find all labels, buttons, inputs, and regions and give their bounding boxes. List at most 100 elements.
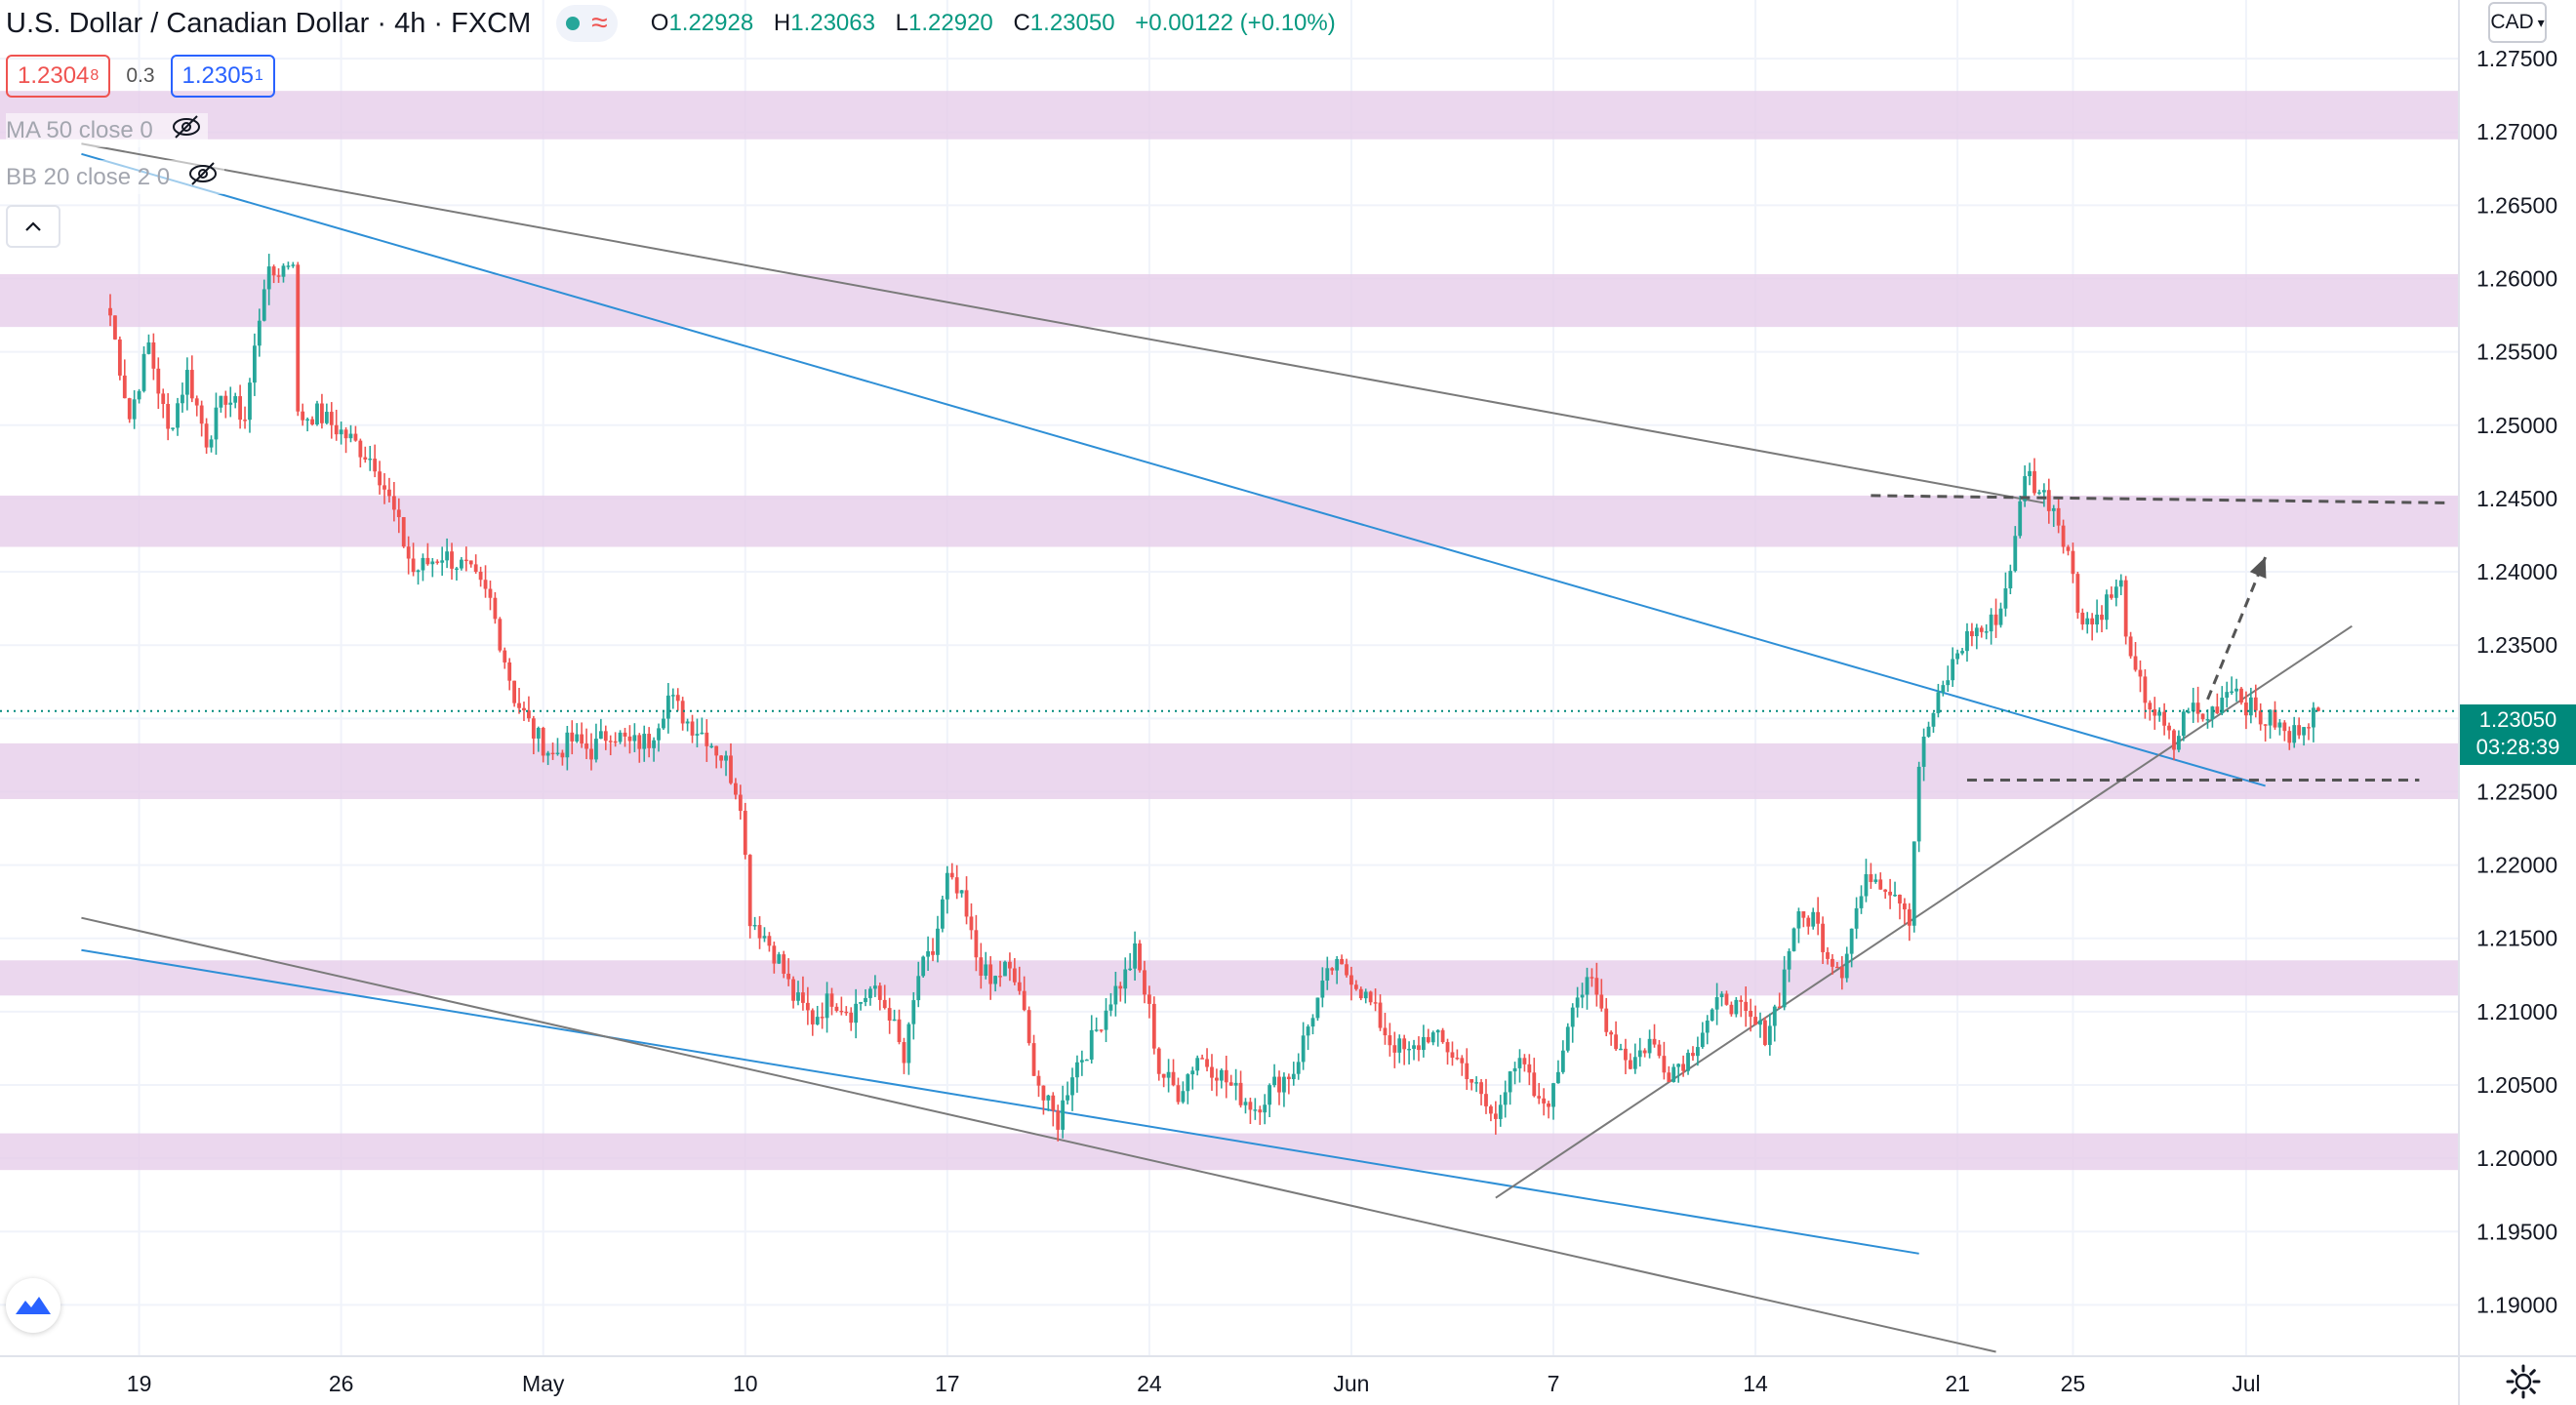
candle-body: [387, 489, 391, 497]
last-price-value: 1.23050: [2478, 707, 2557, 732]
candle: [1609, 1029, 1614, 1046]
candle-body: [1190, 1070, 1195, 1075]
candle-body: [2258, 710, 2263, 725]
candle-body: [2095, 614, 2099, 625]
candle: [223, 390, 228, 419]
candle: [1205, 1048, 1209, 1072]
candle: [1253, 1098, 1258, 1120]
candle-body: [1657, 1044, 1662, 1057]
indicator-bb[interactable]: BB 20 close 2 0: [6, 160, 225, 194]
sell-button[interactable]: 1.23048: [6, 55, 111, 98]
candle-body: [517, 702, 521, 708]
indicator-label: MA 50 close 0: [6, 116, 153, 143]
candle: [1831, 953, 1834, 975]
sr-zone: [0, 91, 2459, 140]
candle: [455, 566, 459, 581]
candle-body: [1046, 1095, 1051, 1101]
candle: [1190, 1066, 1195, 1090]
candle-body: [2028, 470, 2032, 477]
gear-icon[interactable]: [2504, 1362, 2543, 1401]
trend-line: [81, 916, 1996, 1353]
candle: [839, 996, 844, 1016]
eye-off-icon[interactable]: [187, 160, 219, 194]
candle-body: [1465, 1063, 1469, 1080]
tradingview-logo-icon[interactable]: [6, 1278, 60, 1333]
candle-body: [1791, 928, 1796, 951]
candle: [2215, 693, 2220, 715]
eye-off-icon[interactable]: [171, 113, 202, 147]
candle: [1772, 1004, 1777, 1042]
candle-body: [555, 752, 560, 754]
candle: [425, 542, 430, 566]
candle-body: [161, 393, 166, 404]
market-status[interactable]: ≈: [556, 5, 618, 42]
candle-body: [782, 954, 786, 974]
candle: [517, 688, 521, 714]
candle: [1113, 971, 1118, 1017]
candle: [1233, 1068, 1238, 1101]
candle: [219, 395, 223, 413]
candle: [171, 427, 175, 431]
candle-body: [1056, 1110, 1061, 1130]
candle: [1099, 1029, 1104, 1033]
candle: [2123, 576, 2128, 645]
candle-body: [2312, 707, 2315, 728]
indicator-ma[interactable]: MA 50 close 0: [6, 113, 208, 147]
candle-body: [1916, 766, 1921, 842]
candle: [1989, 608, 1993, 645]
candle: [1320, 967, 1325, 1008]
candle: [531, 715, 536, 755]
candle: [1946, 665, 1951, 693]
candle: [685, 718, 690, 732]
candle-body: [1993, 614, 1998, 625]
symbol-legend[interactable]: U.S. Dollar / Canadian Dollar · 4h · FXC…: [0, 0, 1349, 47]
candle-body: [339, 429, 343, 435]
candle: [1474, 1076, 1479, 1093]
candle: [468, 560, 473, 568]
candle-body: [714, 745, 719, 756]
candle-body: [1378, 1002, 1383, 1028]
candle: [1955, 649, 1960, 664]
candle-body: [772, 945, 777, 964]
candle-body: [1902, 903, 1907, 910]
x-tick-label: 7: [1548, 1371, 1560, 1396]
candle-body: [132, 399, 137, 420]
candle: [675, 688, 680, 711]
candle: [214, 392, 219, 456]
candle: [248, 378, 252, 433]
candle-body: [368, 459, 373, 461]
candle: [401, 516, 406, 548]
candle-body: [1782, 969, 1787, 1008]
candle-body: [1008, 961, 1012, 969]
candle-body: [276, 275, 281, 277]
candle: [1301, 1022, 1306, 1070]
candle: [1310, 1014, 1315, 1035]
candle: [906, 1022, 911, 1075]
candle: [1671, 1064, 1676, 1083]
candle: [2061, 519, 2066, 554]
candle-body: [1585, 977, 1590, 995]
candle-body: [228, 402, 233, 405]
candle-body: [1700, 1032, 1705, 1048]
candle: [2273, 701, 2277, 730]
candle-body: [1435, 1029, 1440, 1033]
candle-body: [1238, 1082, 1243, 1105]
candle-body: [291, 264, 296, 266]
symbol-title[interactable]: U.S. Dollar / Canadian Dollar · 4h · FXC…: [6, 7, 532, 39]
candle: [137, 388, 141, 404]
candle: [1286, 1073, 1291, 1095]
candle-body: [685, 721, 690, 724]
candle-body: [1921, 737, 1926, 767]
candle: [305, 417, 310, 432]
sr-zone: [0, 274, 2459, 328]
candle: [343, 426, 348, 454]
candle-body: [1181, 1091, 1186, 1103]
buy-button[interactable]: 1.23051: [170, 55, 275, 98]
candle-body: [2109, 594, 2113, 598]
candle-body: [1108, 1004, 1113, 1011]
candle-body: [1070, 1077, 1074, 1096]
collapse-legend-button[interactable]: [6, 205, 60, 248]
currency-selector[interactable]: CAD ▾: [2488, 2, 2547, 43]
candle: [2248, 687, 2253, 724]
